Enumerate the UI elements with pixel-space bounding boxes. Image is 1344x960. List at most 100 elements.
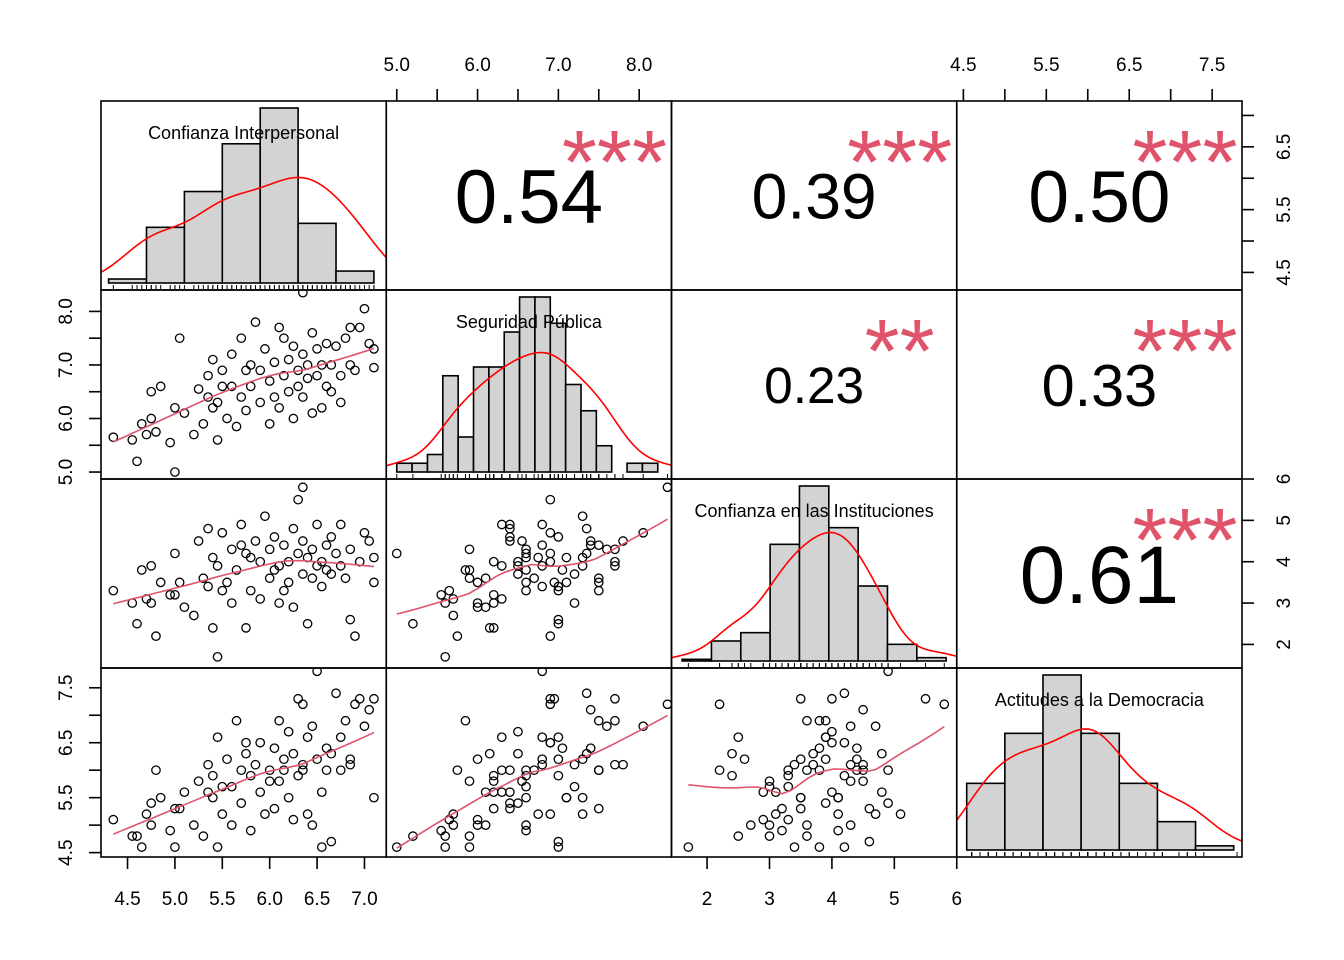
scatter-point [802,820,812,830]
scatter-point [858,776,868,787]
axis-tick-label: 6 [951,889,962,910]
axis-left: 5.0 6.0 7.0 8.0 [56,298,101,485]
scatter-point [146,560,157,571]
histogram-bar [297,222,337,284]
scatter-point [335,765,346,776]
histogram-bar [1080,732,1121,851]
scatter-point [170,589,180,600]
scatter-point [307,408,318,418]
scatter-point [808,748,819,759]
scatter-point [833,792,844,803]
scatter-point [212,732,223,743]
scatter-point [845,721,856,732]
significance-stars: ** [865,302,935,402]
scatter-point [593,585,604,596]
scatter-point [302,618,313,629]
scatter-point [883,798,893,809]
scatter-point [132,831,142,841]
scatter-point [189,820,199,830]
scatter-point [288,602,299,613]
scatter-point [170,402,180,413]
scatter-point [274,402,285,413]
correlation-value: 0.23 [764,356,864,414]
scatter-point [739,754,750,765]
scatter-point [545,494,556,505]
scatter-point [460,565,471,575]
scatter-point [833,809,844,819]
scatter-point [250,317,261,327]
scatter-point [464,544,475,555]
scatter-point [364,536,375,546]
scatter-point [279,370,289,381]
scatter-point [326,386,337,397]
scatter-point [274,322,285,333]
scatter-point [833,825,844,836]
correlation-value: 0.39 [752,161,877,233]
scatter-point [298,699,308,710]
scatter-point [141,809,152,819]
scatter-point [155,381,166,392]
scatter-point [241,548,251,559]
scatter-point [448,809,459,819]
scatter-point [345,544,356,555]
scatter-point [279,754,289,765]
scatter-point [472,577,483,588]
scatter-point [236,519,247,530]
scatter-point [236,333,247,344]
scatter-point [533,809,544,819]
scatter-point [155,577,166,588]
scatter-point [557,743,568,754]
scatter-point [839,842,850,852]
scatter-point [141,429,152,440]
scatter-point [212,560,223,571]
scatter-point [288,341,299,352]
scatter-point [359,527,370,538]
scatter-point [488,776,499,787]
scatter-point [496,560,507,571]
scatter-point [288,413,299,424]
scatter-point [876,748,887,759]
axis-tick-label: 6.5 [1116,55,1142,76]
scatter-point [364,704,375,715]
scatter-point [136,565,147,575]
scatter-point [569,598,580,608]
scatter-point [484,623,495,633]
scatter-point [165,825,176,836]
scatter-point [264,419,275,429]
scatter-point [217,527,228,538]
scatter-point [569,569,580,579]
scatter-point [545,527,556,538]
scatter-point [440,598,451,608]
scatter-point [581,523,592,534]
smooth-line [396,714,668,849]
axis-tick-label: 5.0 [56,459,77,485]
scatter-point [521,585,531,596]
scatter-point [561,552,572,563]
scatter-point [537,581,548,592]
scatter-point [326,360,337,370]
scatter-point [496,519,507,530]
scatter-point [260,809,270,819]
scatter-point [870,721,881,732]
scatter-point [521,548,531,559]
scatter-point [814,743,825,754]
scatter-point [331,548,341,559]
scatter-point [302,732,313,743]
scatter-point [496,765,507,776]
histogram-bar [488,366,506,473]
scatter-point [391,548,402,559]
scatter-point [488,623,499,633]
scatter-point [561,792,572,803]
scatter-point [198,419,209,429]
scatter-point [436,825,447,836]
axis-tick-label: 7.0 [351,889,377,910]
scatter-point [521,781,531,792]
scatter-point [236,392,247,402]
axis-tick-label: 5.5 [1274,196,1295,222]
scatter-point [193,776,204,787]
scatter-point [245,360,256,370]
scatter-point [852,743,862,754]
panels [100,100,1243,858]
scatter-point [852,754,862,765]
axis-tick-label: 4.5 [1274,259,1295,285]
